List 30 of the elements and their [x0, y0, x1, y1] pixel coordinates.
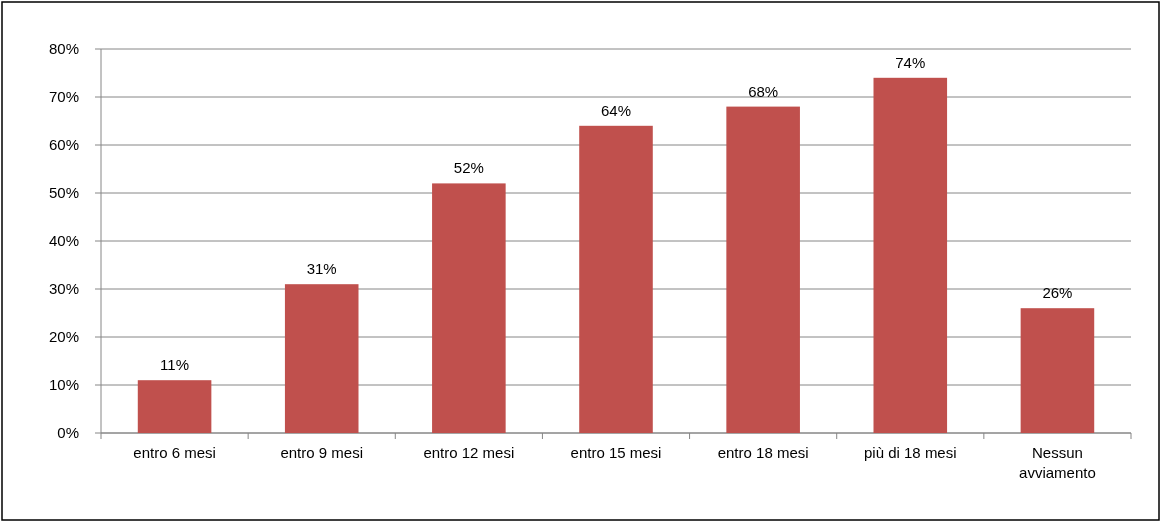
- bar: [1020, 308, 1095, 433]
- y-tick-label: 20%: [48, 328, 79, 346]
- data-label: 74%: [895, 53, 926, 71]
- bar: [432, 183, 506, 433]
- bar: [284, 284, 359, 433]
- y-tick-label: 50%: [48, 184, 79, 202]
- y-tick-label: 30%: [48, 280, 79, 298]
- bar: [873, 77, 948, 433]
- y-tick-label: 60%: [48, 136, 79, 154]
- x-tick-label: più di 18 mesi: [864, 444, 957, 461]
- data-label: 68%: [748, 82, 779, 100]
- x-tick-label: Nessun avviamento: [1019, 444, 1096, 481]
- bar: [726, 106, 800, 433]
- y-tick-label: 40%: [48, 232, 79, 250]
- data-label: 26%: [1042, 284, 1073, 302]
- bar: [579, 125, 653, 433]
- y-tick-label: 80%: [48, 40, 79, 58]
- data-label: 64%: [600, 101, 632, 119]
- x-tick-label: entro 9 mesi: [280, 444, 363, 461]
- x-tick-label: entro 12 mesi: [423, 444, 515, 461]
- x-tick-label: entro 18 mesi: [717, 444, 809, 461]
- data-label: 31%: [306, 260, 337, 278]
- y-tick-label: 10%: [48, 376, 79, 394]
- y-tick-label: 70%: [48, 88, 79, 106]
- x-tick-label: entro 15 mesi: [570, 444, 662, 461]
- data-label: 52%: [453, 159, 484, 177]
- bar: [137, 380, 212, 433]
- y-tick-label: 0%: [57, 424, 79, 442]
- data-label: 11%: [160, 356, 190, 374]
- x-tick-label: entro 6 mesi: [133, 444, 216, 461]
